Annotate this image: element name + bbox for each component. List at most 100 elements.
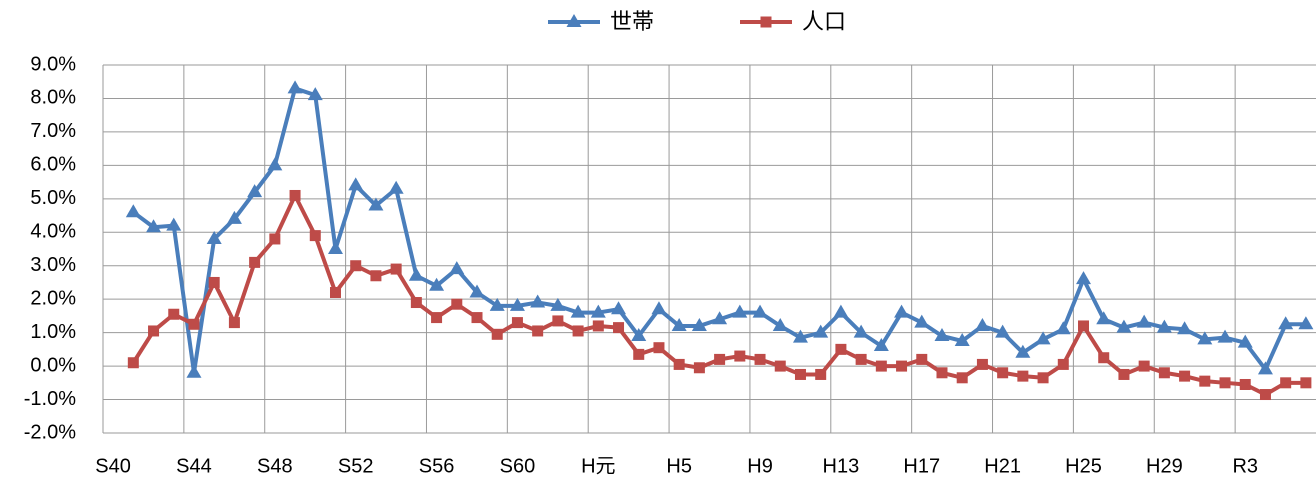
marker xyxy=(550,297,566,311)
x-tick-label: H9 xyxy=(747,455,773,477)
x-tick-label: H25 xyxy=(1065,455,1102,477)
marker xyxy=(1158,367,1170,379)
y-tick-label: 5.0% xyxy=(30,187,76,209)
marker xyxy=(566,14,582,27)
marker xyxy=(936,367,948,379)
marker xyxy=(1300,377,1312,389)
marker xyxy=(1098,352,1110,364)
marker xyxy=(449,261,465,275)
marker xyxy=(267,157,283,171)
marker xyxy=(228,317,240,329)
marker xyxy=(894,304,910,318)
marker xyxy=(511,317,523,329)
marker xyxy=(712,311,728,325)
marker xyxy=(148,325,160,337)
marker xyxy=(1199,375,1211,387)
x-tick-label: S52 xyxy=(338,455,374,477)
marker xyxy=(1259,389,1271,401)
marker xyxy=(954,333,970,346)
x-tick-label: H17 xyxy=(903,455,940,477)
marker xyxy=(651,301,667,315)
marker xyxy=(1239,378,1251,390)
marker xyxy=(774,360,786,372)
marker xyxy=(754,353,766,365)
marker xyxy=(408,267,424,281)
marker xyxy=(431,312,443,324)
marker xyxy=(249,256,261,268)
y-tick-label: -1.0% xyxy=(24,388,76,410)
marker xyxy=(934,327,950,341)
marker xyxy=(691,317,707,331)
marker xyxy=(853,324,869,338)
marker xyxy=(611,301,627,315)
y-tick-label: 3.0% xyxy=(30,254,76,276)
marker xyxy=(1057,358,1069,370)
marker xyxy=(1035,331,1051,345)
marker xyxy=(732,304,748,318)
y-tick-label: 7.0% xyxy=(30,120,76,142)
marker xyxy=(1217,329,1233,343)
x-tick-label: H元 xyxy=(581,455,615,477)
marker xyxy=(1037,372,1049,384)
marker xyxy=(388,180,404,194)
y-tick-label: 2.0% xyxy=(30,287,76,309)
marker xyxy=(752,304,768,318)
marker xyxy=(914,314,930,328)
marker xyxy=(327,241,343,254)
marker xyxy=(530,294,546,308)
marker xyxy=(592,320,604,332)
x-tick-label: S60 xyxy=(500,455,536,477)
marker xyxy=(833,304,849,318)
marker xyxy=(896,360,908,372)
marker xyxy=(287,80,303,94)
marker xyxy=(247,184,263,198)
y-tick-label: 4.0% xyxy=(30,221,76,243)
marker xyxy=(552,315,564,327)
marker xyxy=(410,297,422,309)
marker xyxy=(1017,370,1029,382)
x-tick-label: R3 xyxy=(1232,455,1258,477)
marker xyxy=(307,87,323,101)
marker xyxy=(125,204,141,218)
x-tick-label: S40 xyxy=(95,455,131,477)
marker xyxy=(1116,319,1132,333)
marker xyxy=(166,217,182,231)
marker xyxy=(429,277,445,291)
x-tick-label: H13 xyxy=(823,455,860,477)
marker xyxy=(613,322,625,334)
marker xyxy=(590,304,606,318)
marker xyxy=(309,230,321,242)
x-tick-label: S48 xyxy=(257,455,293,477)
marker xyxy=(1136,314,1152,328)
marker xyxy=(471,312,483,324)
x-tick-label: S56 xyxy=(419,455,455,477)
y-tick-label: -2.0% xyxy=(24,421,76,443)
legend-label: 世帯 xyxy=(610,9,654,34)
marker xyxy=(368,197,384,211)
y-tick-label: 0.0% xyxy=(30,354,76,376)
marker xyxy=(1096,311,1112,325)
marker xyxy=(997,367,1009,379)
marker xyxy=(390,263,402,275)
marker xyxy=(916,353,928,365)
marker xyxy=(1257,361,1273,375)
marker xyxy=(329,286,341,298)
marker xyxy=(714,353,726,365)
marker xyxy=(489,297,505,311)
marker xyxy=(855,353,867,365)
marker xyxy=(815,368,827,380)
marker xyxy=(1197,331,1213,345)
marker xyxy=(693,362,705,374)
marker xyxy=(792,329,808,343)
marker xyxy=(956,372,968,384)
y-tick-label: 8.0% xyxy=(30,87,76,109)
marker xyxy=(1219,377,1231,389)
marker xyxy=(734,350,746,362)
marker xyxy=(348,177,364,191)
marker xyxy=(974,317,990,331)
marker xyxy=(289,189,301,201)
marker xyxy=(206,230,222,244)
marker xyxy=(188,318,200,330)
marker xyxy=(1280,377,1292,389)
